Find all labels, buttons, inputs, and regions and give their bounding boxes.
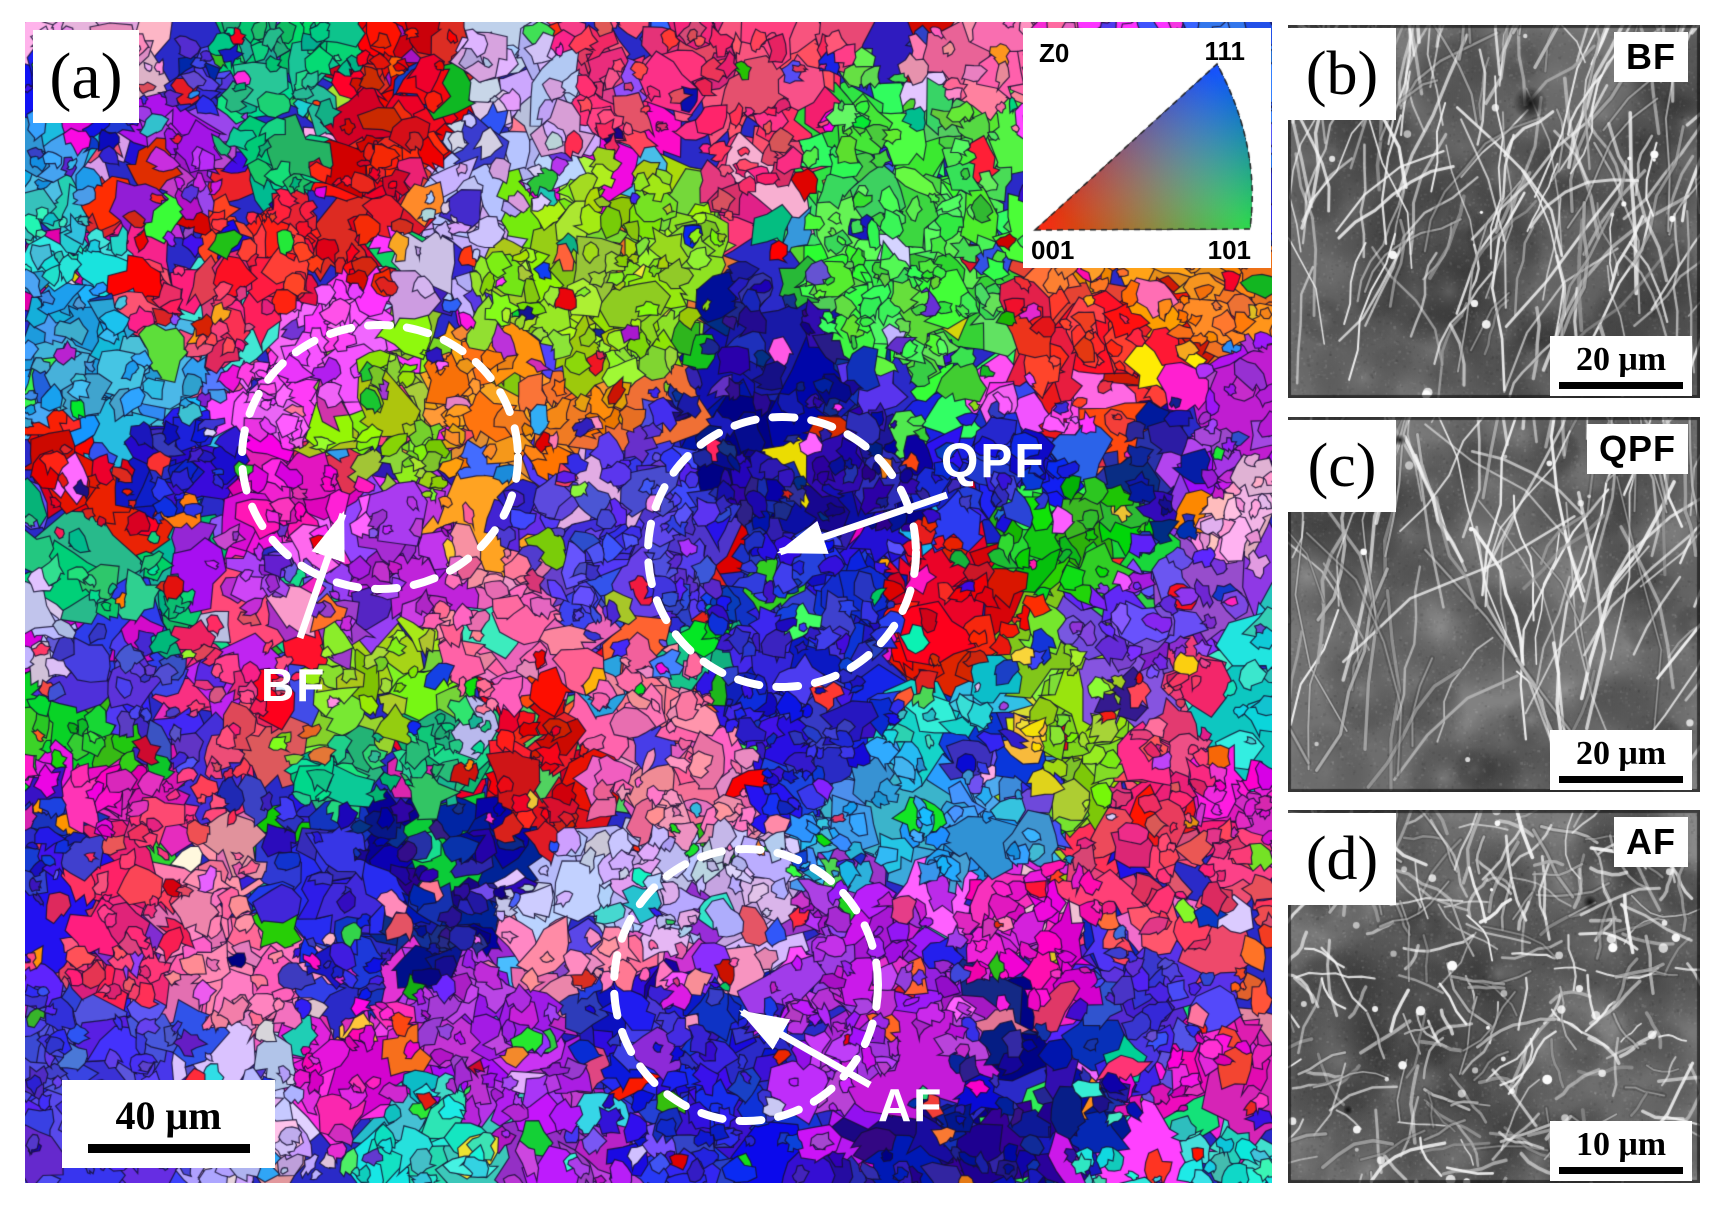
panel-a-letter-label: (a) [33, 30, 139, 123]
ipf-key-101-label: 101 [1207, 235, 1251, 265]
ipf-color-key: Z0 111 001 101 [1023, 28, 1271, 268]
panel-c-sem-micrograph: (c) QPF 20 μm [1288, 417, 1700, 792]
scale-bar-text: 20 μm [1575, 735, 1667, 772]
panel-c-letter-label: (c) [1288, 420, 1396, 512]
panel-d-tag-af: AF [1614, 817, 1688, 867]
panel-d-sem-micrograph: (d) AF 10 μm [1288, 810, 1700, 1183]
panel-b-letter-label: (b) [1288, 28, 1396, 120]
scale-bar-line [1559, 776, 1683, 783]
scale-bar-text: 10 μm [1575, 1126, 1667, 1163]
panel-a-scale-bar: 40 μm [62, 1080, 275, 1168]
region-label-qpf: QPF [941, 435, 1046, 488]
ipf-key-111-label: 111 [1204, 36, 1245, 66]
scale-bar-text: 20 μm [1575, 341, 1667, 378]
ipf-key-001-label: 001 [1031, 235, 1075, 265]
ipf-triangle-canvas [1023, 28, 1271, 268]
panel-a-ebsd-map: (a) BF QPF AF Z0 111 001 101 40 μm [25, 22, 1272, 1183]
ipf-key-axis-label: Z0 [1039, 38, 1070, 68]
panel-b-scale-bar: 20 μm [1550, 336, 1692, 396]
panel-b-tag-bf: BF [1614, 32, 1688, 82]
panel-c-tag-qpf: QPF [1586, 424, 1688, 474]
panel-d-scale-bar: 10 μm [1550, 1121, 1692, 1181]
panel-c-scale-bar: 20 μm [1550, 730, 1692, 790]
scale-bar-line [87, 1143, 250, 1153]
panel-b-sem-micrograph: (b) BF 20 μm [1288, 25, 1700, 398]
region-label-af: AF [878, 1079, 944, 1131]
region-label-bf: BF [261, 659, 327, 711]
panel-d-letter-label: (d) [1288, 813, 1396, 905]
scale-bar-line [1559, 1167, 1683, 1174]
scale-bar-line [1559, 382, 1683, 389]
scale-bar-text: 40 μm [115, 1092, 222, 1138]
